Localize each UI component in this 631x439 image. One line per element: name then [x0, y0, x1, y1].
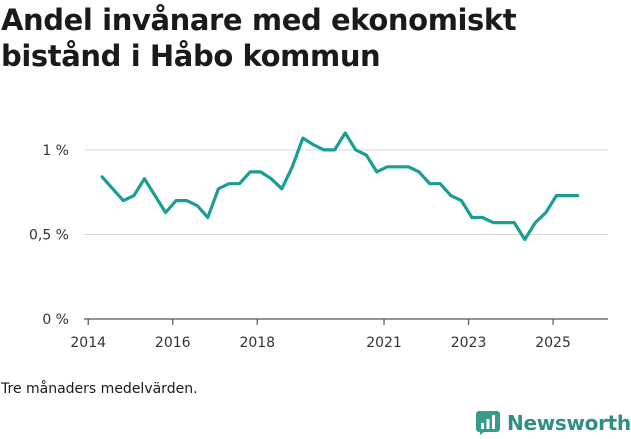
line-chart: 0 % 0,5 % 1 % 2014 2016 2018 2021 2023 2025: [29, 131, 608, 351]
brand-name: Newsworthy: [507, 411, 631, 435]
y-tick-label: 0,5 %: [29, 227, 69, 243]
series-line: [100, 131, 580, 242]
x-tick-label: 2021: [366, 335, 402, 351]
chart-title-line-1: Andel invånare med ekonomiskt: [1, 3, 517, 37]
y-tick-label: 0 %: [42, 312, 69, 328]
newsworthy-logo-icon: [476, 411, 500, 435]
gridlines: [84, 149, 608, 235]
chart-footnote: Tre månaders medelvärden.: [1, 381, 198, 397]
x-tick-label: 2025: [535, 335, 571, 351]
series-layer: [100, 131, 580, 242]
x-tick-label: 2014: [70, 335, 106, 351]
y-axis-tick-labels: 0 % 0,5 % 1 %: [29, 143, 69, 328]
x-tick-label: 2016: [155, 335, 191, 351]
newsworthy-brand: Newsworthy: [476, 408, 631, 438]
y-tick-label: 1 %: [42, 143, 69, 159]
chart-title-line-2: bistånd i Håbo kommun: [1, 39, 381, 73]
x-axis: [84, 318, 608, 325]
x-tick-label: 2018: [239, 335, 275, 351]
x-tick-label: 2023: [451, 335, 487, 351]
chart-title: Andel invånare med ekonomiskt bistånd i …: [1, 2, 621, 74]
x-axis-tick-labels: 2014 2016 2018 2021 2023 2025: [70, 335, 570, 351]
